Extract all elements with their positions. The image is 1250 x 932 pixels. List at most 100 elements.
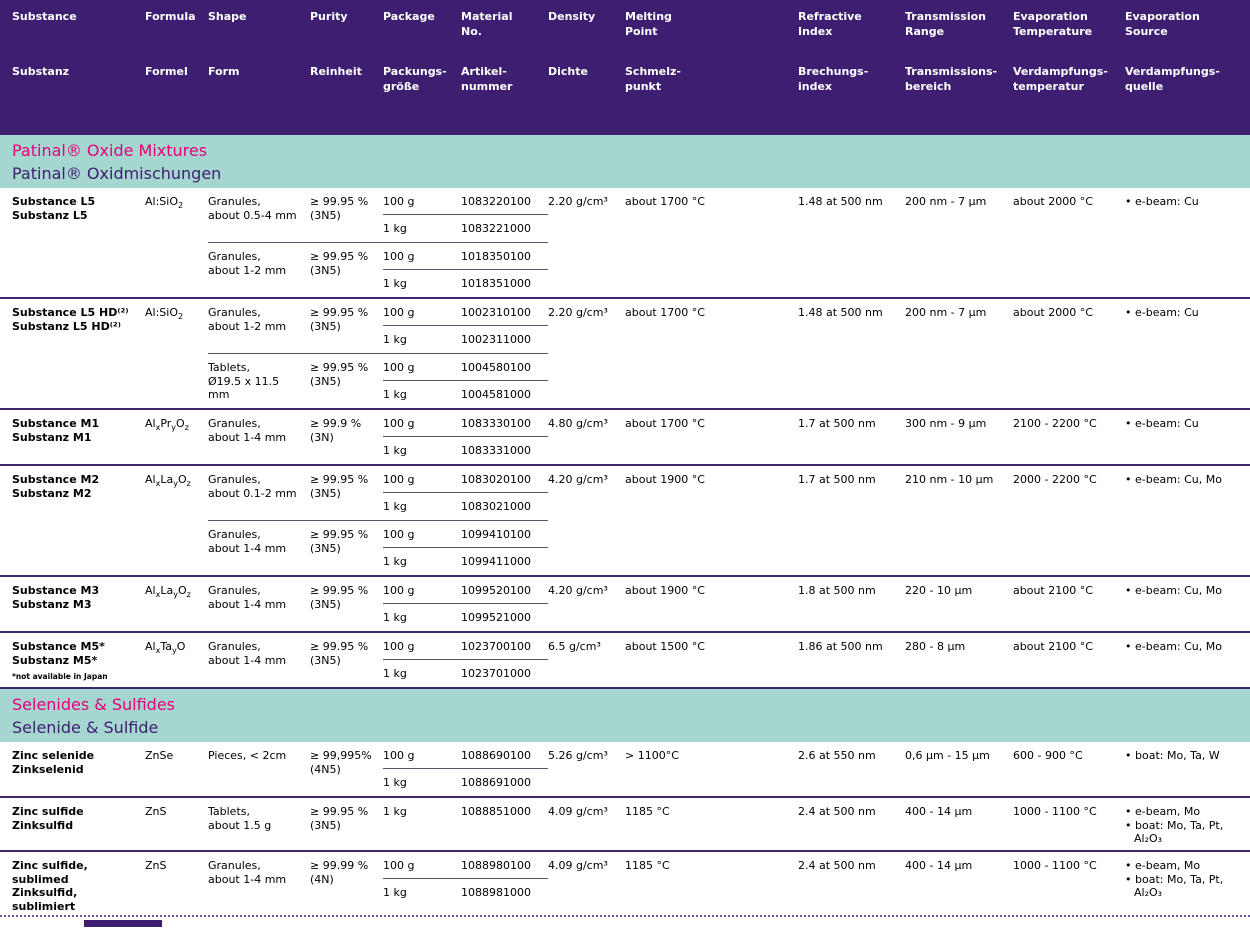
evaporation-temperature-cell: 600 - 900 °C — [1013, 749, 1083, 762]
formula-cell: AlxTayO — [145, 640, 186, 656]
substance-cell: Substance M2 Substanz M2 — [12, 466, 145, 575]
melting-point-cell: about 1700 °C — [625, 417, 705, 430]
package-size-cell: 100 g — [383, 306, 415, 319]
substance-name-en: Substance L5 — [12, 195, 96, 208]
refractive-index-cell: 1.48 at 500 nm — [798, 195, 883, 208]
package-group: 100 g 1023700100 1 kg 1023701000 — [383, 633, 548, 687]
transmission-range-cell: 400 - 14 µm — [905, 859, 973, 872]
variant-group: Granules, about 1-4 mm ≥ 99.99 % (4N) 100 … — [208, 852, 548, 913]
package-size-cell: 1 kg — [383, 222, 407, 235]
material-no-cell: 1004580100 — [461, 361, 531, 374]
transmission-range-cell: 0,6 µm - 15 µm — [905, 749, 990, 762]
header-label-en: Melting Point — [625, 10, 672, 38]
header-label-de: Schmelz- punkt — [625, 65, 681, 93]
package-row: 1 kg 1088981000 — [383, 879, 548, 906]
density-cell: 2.20 g/cm³ — [548, 306, 608, 319]
refractive-index-cell: 1.7 at 500 nm — [798, 417, 876, 430]
evaporation-source-line: • boat: Mo, Ta, Pt, Al₂O₃ — [1125, 818, 1224, 846]
package-row: 1 kg 1088691000 — [383, 769, 548, 796]
evaporation-source-line: • e-beam, Mo — [1125, 859, 1201, 872]
package-row: 100 g 1099410100 — [383, 521, 548, 548]
package-row: 1 kg 1088851000 — [383, 798, 548, 825]
package-group: 100 g 1018350100 1 kg 1018351000 — [383, 243, 548, 297]
formula-cell: ZnS — [145, 859, 167, 872]
package-size-cell: 1 kg — [383, 277, 407, 290]
package-group: 100 g 1088980100 1 kg 1088981000 — [383, 852, 548, 906]
material-no-cell: 1018350100 — [461, 250, 531, 263]
evaporation-temperature-cell: about 2000 °C — [1013, 306, 1093, 319]
package-row: 100 g 1018350100 — [383, 243, 548, 270]
variant-row: Granules, about 1-4 mm ≥ 99.95 % (3N5) 100… — [208, 520, 548, 575]
package-group: 100 g 1099410100 1 kg 1099411000 — [383, 521, 548, 575]
variant-row: Granules, about 1-4 mm ≥ 99.95 % (3N5) 100… — [208, 633, 548, 687]
density-cell: 5.26 g/cm³ — [548, 749, 608, 762]
transmission-range-cell: 280 - 8 µm — [905, 640, 966, 653]
shape-cell: Granules, about 1-4 mm — [208, 640, 287, 667]
purity-cell: ≥ 99.95 % (3N5) — [310, 528, 369, 555]
bottom-dotted-rule — [0, 915, 1250, 917]
header-label-de: Reinheit — [310, 65, 362, 78]
shape-cell: Granules, about 1-2 mm — [208, 306, 287, 333]
substance-name-de: Substanz M2 — [12, 486, 92, 500]
substance-name-en: Zinc selenide — [12, 749, 95, 762]
header-col-matno: Material No. Artikel- nummer — [461, 10, 548, 135]
evaporation-source-cell: • e-beam: Cu — [1125, 410, 1246, 464]
material-no-cell: 1004581000 — [461, 388, 531, 401]
variant-row: Tablets, about 1.5 g ≥ 99.95 % (3N5) 1 kg 1… — [208, 798, 548, 832]
section-selenides-sulfides: Selenides & Sulfides Selenide & Sulfide … — [0, 687, 1250, 913]
purity-cell: ≥ 99.95 % (3N5) — [310, 473, 369, 500]
header-label-de: Substanz — [12, 65, 70, 78]
material-no-cell: 1083330100 — [461, 417, 531, 430]
material-no-cell: 1083021000 — [461, 500, 531, 513]
material-no-cell: 1099521000 — [461, 611, 531, 624]
formula-cell: AlxPryOz — [145, 417, 189, 433]
header-label-en: Shape — [208, 10, 247, 23]
evaporation-temperature-cell: 1000 - 1100 °C — [1013, 805, 1097, 818]
variant-group: Granules, about 0.5-4 mm ≥ 99.95 % (3N5) 1… — [208, 188, 548, 297]
package-group: 100 g 1099520100 1 kg 1099521000 — [383, 577, 548, 631]
purity-cell: ≥ 99.95 % (3N5) — [310, 361, 369, 388]
density-cell: 4.09 g/cm³ — [548, 805, 608, 818]
evaporation-temperature-cell: about 2100 °C — [1013, 640, 1093, 653]
substance-row: Substance M3 Substanz M3 AlxLayOz Granules,… — [0, 575, 1250, 631]
header-col-formula: Formula Formel — [145, 10, 208, 135]
shape-cell: Tablets, about 1.5 g — [208, 805, 272, 832]
package-group: 100 g 1004580100 1 kg 1004581000 — [383, 354, 548, 408]
package-size-cell: 1 kg — [383, 388, 407, 401]
header-col-evapt: Evaporation Temperature Verdampfungs- tem… — [1013, 10, 1125, 135]
package-row: 1 kg 1002311000 — [383, 326, 548, 353]
refractive-index-cell: 2.4 at 500 nm — [798, 805, 876, 818]
package-size-cell: 100 g — [383, 361, 415, 374]
material-no-cell: 1083220100 — [461, 195, 531, 208]
package-size-cell: 100 g — [383, 417, 415, 430]
package-size-cell: 100 g — [383, 859, 415, 872]
package-row: 100 g 1083020100 — [383, 466, 548, 493]
header-label-en: Density — [548, 10, 596, 23]
package-size-cell: 1 kg — [383, 555, 407, 568]
refractive-index-cell: 1.7 at 500 nm — [798, 473, 876, 486]
variant-row: Granules, about 0.5-4 mm ≥ 99.95 % (3N5) 1… — [208, 188, 548, 242]
footer-tab — [84, 920, 162, 927]
substance-cell: Substance M1 Substanz M1 — [12, 410, 145, 464]
evaporation-temperature-cell: 2000 - 2200 °C — [1013, 473, 1097, 486]
header-col-shape: Shape Form — [208, 10, 310, 135]
variant-group: Granules, about 1-4 mm ≥ 99.9 % (3N) 100 g… — [208, 410, 548, 464]
header-col-density: Density Dichte — [548, 10, 625, 135]
material-no-cell: 1002311000 — [461, 333, 531, 346]
package-size-cell: 100 g — [383, 749, 415, 762]
section-band: Selenides & Sulfides Selenide & Sulfide — [0, 687, 1250, 742]
material-no-cell: 1002310100 — [461, 306, 531, 319]
package-row: 1 kg 1099411000 — [383, 548, 548, 575]
formula-cell: ZnSe — [145, 749, 174, 762]
material-no-cell: 1088981000 — [461, 886, 531, 899]
purity-cell: ≥ 99.99 % (4N) — [310, 859, 369, 886]
refractive-index-cell: 2.4 at 500 nm — [798, 859, 876, 872]
material-no-cell: 1099410100 — [461, 528, 531, 541]
section-title-de: Selenide & Sulfide — [12, 718, 159, 737]
package-group: 100 g 1083330100 1 kg 1083331000 — [383, 410, 548, 464]
substance-name-de: Zinksulfid, sublimiert — [12, 886, 78, 913]
package-size-cell: 100 g — [383, 640, 415, 653]
evaporation-source-line: • e-beam: Cu, Mo — [1125, 584, 1222, 597]
formula-cell: ZnS — [145, 805, 167, 818]
shape-cell: Granules, about 0.5-4 mm — [208, 195, 297, 222]
